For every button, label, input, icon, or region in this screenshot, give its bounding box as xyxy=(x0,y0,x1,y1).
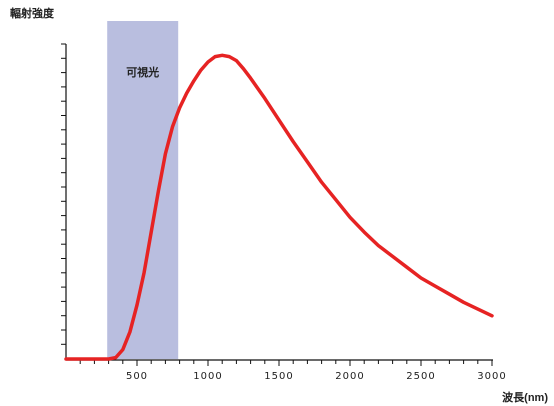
x-tick-label: 1500 xyxy=(264,371,293,382)
x-tick-label: 1000 xyxy=(193,371,222,382)
visible-light-band-label: 可視光 xyxy=(126,65,159,79)
x-tick-label: 2500 xyxy=(406,371,435,382)
x-tick-label: 2000 xyxy=(335,371,364,382)
visible-light-band-group: 可視光 xyxy=(107,21,179,359)
series-line-0 xyxy=(64,53,494,361)
visible-light-band xyxy=(107,21,179,359)
axes-group: 500 1000 1500 2000 2500 3000 xyxy=(61,43,506,382)
x-tick-label: 3000 xyxy=(477,371,506,382)
x-axis-label: 波長(nm) xyxy=(502,390,548,404)
y-axis-label: 輻射強度 xyxy=(10,6,55,20)
series-group xyxy=(64,53,494,361)
x-tick-label: 500 xyxy=(126,371,148,382)
